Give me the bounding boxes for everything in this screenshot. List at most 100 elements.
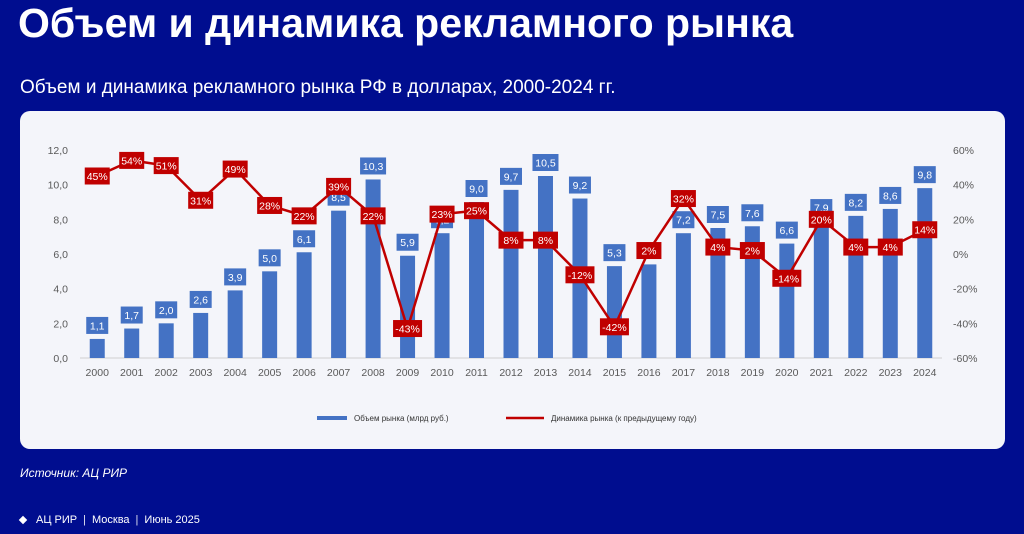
line-label-box	[326, 177, 352, 195]
line-data-label: 8%	[538, 235, 553, 247]
y-left-tick-label: 4,0	[53, 284, 68, 296]
line-label-box	[670, 190, 696, 208]
bar-data-label: 9,7	[504, 171, 519, 183]
x-tick-label: 2002	[155, 367, 179, 379]
x-tick-label: 2021	[810, 367, 834, 379]
bar	[365, 179, 381, 358]
bar-label-box	[258, 249, 281, 267]
bar-data-label: 10,5	[535, 158, 556, 170]
line-label-box	[84, 167, 110, 185]
y-right-tick-label: 60%	[953, 145, 974, 157]
bar	[227, 290, 243, 358]
line-data-label: -14%	[775, 273, 800, 285]
diamond-icon	[18, 515, 28, 525]
legend-bar-swatch	[317, 416, 347, 420]
bar	[89, 338, 105, 358]
bar	[537, 176, 553, 358]
bar-data-label: 1,7	[124, 310, 139, 322]
bar-label-box	[844, 193, 867, 211]
x-tick-label: 2011	[465, 367, 488, 379]
bar	[331, 210, 347, 358]
x-tick-label: 2005	[258, 367, 282, 379]
x-tick-label: 2009	[396, 367, 420, 379]
line-data-label: 20%	[811, 214, 832, 226]
line-data-label: 31%	[190, 195, 211, 207]
bar-label-box	[86, 316, 109, 334]
bar-label-box	[568, 176, 591, 194]
y-right-tick-label: 40%	[953, 180, 974, 192]
bar-data-label: 5,3	[607, 248, 622, 260]
bar	[710, 228, 726, 358]
footer-separator: |	[135, 514, 139, 526]
y-left-tick-label: 10,0	[48, 180, 69, 192]
bar-data-label: 8,2	[848, 197, 863, 209]
x-tick-label: 2010	[430, 367, 454, 379]
bar	[848, 215, 864, 358]
line-data-label: -42%	[602, 322, 627, 334]
line-data-label: 4%	[710, 242, 725, 254]
line-label-box	[565, 266, 595, 284]
line-label-box	[429, 205, 455, 223]
y-right-tick-label: -60%	[953, 353, 978, 365]
y-right-tick-label: -20%	[953, 284, 978, 296]
line-label-box	[843, 238, 869, 256]
footer-separator: |	[83, 514, 86, 526]
x-tick-label: 2023	[879, 367, 903, 379]
bar-label-box	[224, 268, 247, 286]
line-data-label: -12%	[568, 270, 593, 282]
line-label-box	[188, 191, 214, 209]
y-right-tick-label: -40%	[953, 318, 978, 330]
x-tick-label: 2012	[499, 367, 523, 379]
y-left-tick-label: 12,0	[48, 145, 69, 157]
footer-city: Москва	[91, 514, 130, 526]
bar-data-label: 8,6	[883, 190, 898, 202]
bar	[296, 252, 312, 358]
chart-panel: 0,0 2,0 4,0 6,0 8,0 10,0 12,0 -60% -40% -20% 0% 20%…	[20, 111, 1005, 449]
bar-data-label: 7,6	[745, 208, 760, 220]
line-data-label: -43%	[395, 324, 420, 336]
line-data-label: 8%	[503, 235, 518, 247]
bar-data-label: 1,1	[90, 320, 105, 332]
x-tick-label: 2019	[741, 367, 765, 379]
bar-data-label: 9,2	[573, 180, 588, 192]
line-data-label: 14%	[914, 225, 935, 237]
bar-label-box	[603, 244, 626, 262]
line-label-box	[877, 238, 903, 256]
legend-line-label: Динамика рынка (к предыдущему году)	[551, 414, 697, 423]
bar-data-label: 6,1	[297, 234, 312, 246]
bar-label-box	[532, 154, 559, 171]
bar-label-box	[672, 211, 695, 229]
bar-data-label: 10,3	[363, 161, 384, 173]
bar-label-box	[293, 230, 316, 248]
x-tick-label: 2015	[603, 367, 627, 379]
bar	[606, 266, 622, 358]
line-label-box	[705, 238, 731, 256]
line-label-box	[291, 207, 317, 225]
x-tick-label: 2022	[844, 367, 868, 379]
line-data-label: 51%	[156, 161, 177, 173]
chart-subtitle: Объем и динамика рекламного рынка РФ в д…	[20, 77, 616, 98]
y-left-tick-label: 2,0	[53, 318, 68, 330]
bar-label-box	[913, 166, 936, 184]
x-tick-label: 2008	[361, 367, 385, 379]
bar-label-box	[396, 233, 419, 251]
line-label-box	[739, 242, 765, 260]
footer: АЦ РИР | Москва | Июнь 2025	[18, 514, 200, 526]
bar-label-box	[879, 186, 902, 204]
bar-label-box	[120, 306, 143, 324]
legend-bar-label: Объем рынка (млрд руб.)	[354, 414, 449, 423]
x-tick-label: 2000	[86, 367, 110, 379]
bar	[124, 328, 140, 358]
bar-label-box	[189, 290, 212, 308]
bar	[641, 264, 657, 358]
x-tick-label: 2014	[568, 367, 592, 379]
page-title: Объем и динамика рекламного рынка	[18, 0, 794, 46]
source-note: Источник: АЦ РИР	[20, 466, 128, 480]
line-label-box	[599, 318, 629, 336]
bar-data-label: 3,9	[228, 272, 243, 284]
x-tick-label: 2016	[637, 367, 661, 379]
line-label-box	[360, 207, 386, 225]
x-tick-label: 2001	[120, 367, 144, 379]
x-tick-label: 2006	[292, 367, 316, 379]
combo-chart: 0,0 2,0 4,0 6,0 8,0 10,0 12,0 -60% -40% -20% 0% 20%…	[48, 145, 978, 423]
